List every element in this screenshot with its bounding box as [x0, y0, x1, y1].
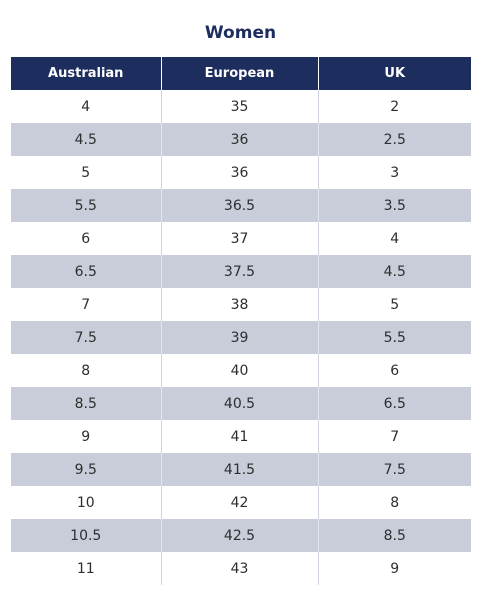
european-size-cell: 42 — [161, 486, 319, 519]
column-header-uk: UK — [318, 57, 471, 90]
table-row: 10.5 42.5 8.5 — [11, 519, 471, 552]
australian-size-cell: 5.5 — [11, 189, 162, 222]
australian-size-cell: 8.5 — [11, 387, 162, 420]
australian-size-cell: 7 — [11, 288, 162, 321]
australian-size-cell: 11 — [11, 552, 162, 585]
uk-size-cell: 9 — [390, 560, 400, 577]
australian-size-cell: 10 — [11, 486, 162, 519]
page-title: Women — [204, 23, 277, 43]
table-row: 8 40 6 — [11, 354, 471, 387]
australian-size-cell: 9 — [11, 420, 162, 453]
european-size-cell: 36 — [161, 123, 319, 156]
table-row: 6 37 4 — [11, 222, 471, 255]
table-row: 7 38 5 — [11, 288, 471, 321]
european-size-cell: 37.5 — [161, 255, 319, 288]
european-size-cell: 41 — [161, 420, 319, 453]
european-size-cell: 39 — [161, 321, 319, 354]
australian-size-cell: 6.5 — [11, 255, 162, 288]
australian-size-cell: 5 — [11, 156, 162, 189]
table-row: 5 36 3 — [11, 156, 471, 189]
european-size-cell: 42.5 — [161, 519, 319, 552]
header-row: Australian European UK — [11, 57, 471, 90]
table-row: 4 35 2 — [11, 90, 471, 123]
european-size-cell: 35 — [161, 90, 319, 123]
column-header-european: European — [161, 57, 319, 90]
european-size-cell: 41.5 — [161, 453, 319, 486]
uk-size-cell: 4 — [390, 230, 400, 247]
european-size-cell: 38 — [161, 288, 319, 321]
australian-size-cell: 7.5 — [11, 321, 162, 354]
european-size-cell: 43 — [161, 552, 319, 585]
column-header-australian: Australian — [11, 57, 162, 90]
table-row: 4.5 36 2.5 — [11, 123, 471, 156]
uk-size-cell: 7.5 — [318, 453, 471, 486]
european-size-cell: 36 — [161, 156, 319, 189]
table-row: 10 42 8 — [11, 486, 471, 519]
uk-size-cell: 3 — [390, 164, 400, 181]
uk-size-cell: 5.5 — [318, 321, 471, 354]
uk-size-cell: 2 — [390, 98, 400, 115]
table-row: 7.5 39 5.5 — [11, 321, 471, 354]
uk-size-cell: 3.5 — [318, 189, 471, 222]
australian-size-cell: 9.5 — [11, 453, 162, 486]
uk-size-cell: 7 — [390, 428, 400, 445]
australian-size-cell: 10.5 — [11, 519, 162, 552]
uk-size-cell: 5 — [390, 296, 400, 313]
size-table: Australian European UK 4 35 2 4.5 36 2.5 5 36 3 5… — [11, 57, 471, 585]
european-size-cell: 36.5 — [161, 189, 319, 222]
australian-size-cell: 4 — [11, 90, 162, 123]
european-size-cell: 40.5 — [161, 387, 319, 420]
australian-size-cell: 6 — [11, 222, 162, 255]
table-row: 8.5 40.5 6.5 — [11, 387, 471, 420]
australian-size-cell: 8 — [11, 354, 162, 387]
table-row: 9.5 41.5 7.5 — [11, 453, 471, 486]
table-body: 4 35 2 4.5 36 2.5 5 36 3 5.5 36.5 3.5 6 37 4 6.5 37.5 4.5… — [11, 90, 471, 585]
european-size-cell: 37 — [161, 222, 319, 255]
table-row: 9 41 7 — [11, 420, 471, 453]
uk-size-cell: 4.5 — [318, 255, 471, 288]
table-row: 11 43 9 — [11, 552, 471, 585]
european-size-cell: 40 — [161, 354, 319, 387]
uk-size-cell: 6.5 — [318, 387, 471, 420]
uk-size-cell: 8.5 — [318, 519, 471, 552]
table-row: 5.5 36.5 3.5 — [11, 189, 471, 222]
uk-size-cell: 2.5 — [318, 123, 471, 156]
uk-size-cell: 8 — [390, 494, 400, 511]
uk-size-cell: 6 — [390, 362, 400, 379]
australian-size-cell: 4.5 — [11, 123, 162, 156]
table-header: Australian European UK — [11, 57, 471, 90]
table-row: 6.5 37.5 4.5 — [11, 255, 471, 288]
